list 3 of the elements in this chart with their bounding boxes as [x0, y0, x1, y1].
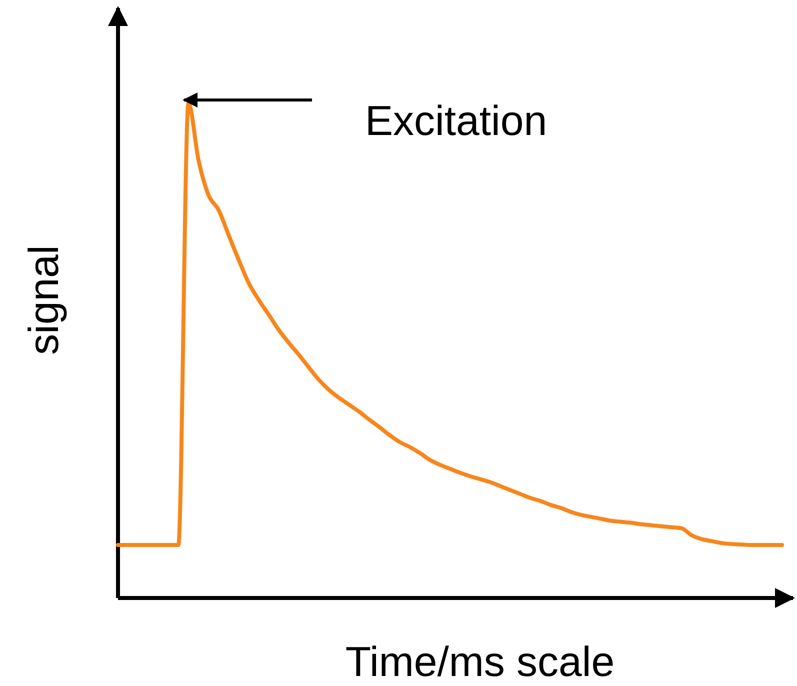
annotation: Excitation: [365, 97, 548, 144]
y-axis-title: signal: [20, 245, 67, 355]
x-axis-title: Time/ms scale: [345, 638, 615, 685]
